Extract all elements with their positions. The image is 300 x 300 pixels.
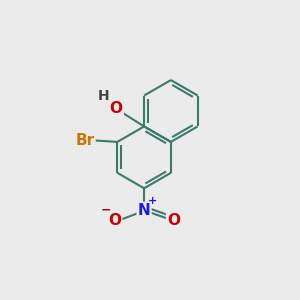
Text: H: H	[98, 89, 110, 103]
Text: −: −	[101, 204, 112, 217]
Text: Br: Br	[75, 133, 94, 148]
Text: O: O	[110, 101, 123, 116]
Text: +: +	[148, 196, 157, 206]
Text: O: O	[167, 213, 180, 228]
Text: N: N	[138, 203, 151, 218]
Text: O: O	[108, 213, 121, 228]
